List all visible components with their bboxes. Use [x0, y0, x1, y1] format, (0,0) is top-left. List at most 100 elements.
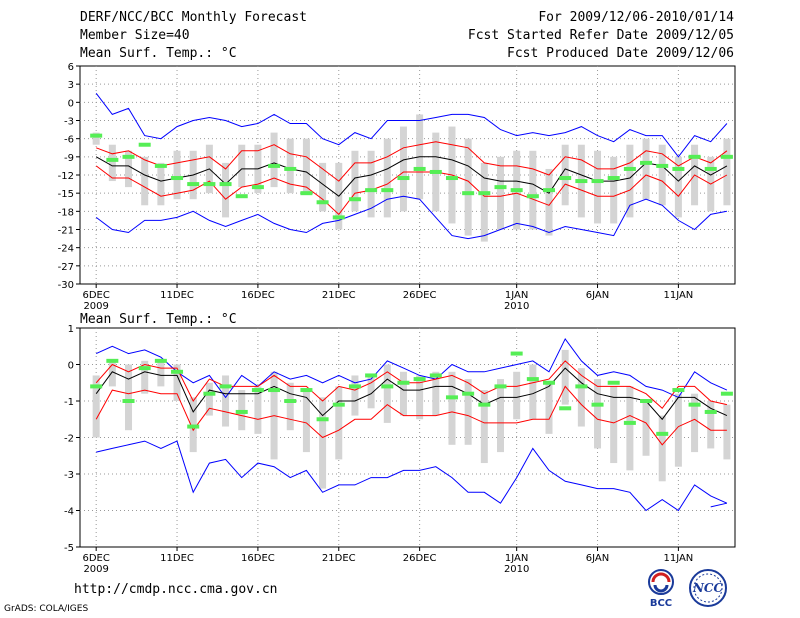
panel-2-range-box	[480, 390, 488, 464]
panel-2-obs-marker	[235, 409, 248, 414]
panel-2-obs-marker	[187, 424, 200, 429]
panel-2-range-box	[222, 375, 230, 427]
panel-2-obs-marker	[348, 384, 361, 389]
panel-2-frame	[79, 327, 736, 548]
panel-2-obs-marker	[171, 369, 184, 374]
panel-2-obs-marker	[381, 384, 394, 389]
panel-1-range-box	[383, 138, 391, 218]
panel-1-frame	[79, 65, 736, 285]
panel-2-range-box	[399, 371, 407, 416]
panel-2-xtick-year: 2009	[83, 564, 108, 575]
panel-2-obs-marker	[640, 399, 653, 403]
panel-2-range-box	[496, 379, 504, 453]
panel-2-xtick-label: 16DEC	[241, 553, 275, 564]
panel-1-obs-marker	[704, 166, 717, 171]
panel-2-obs-marker	[510, 351, 523, 356]
panel-1-range-box	[464, 138, 472, 236]
panel-2-range-box	[707, 401, 715, 449]
panel-2-obs-marker	[607, 380, 620, 385]
panel-1-obs-marker	[300, 191, 313, 196]
panel-2-obs-marker	[284, 399, 297, 403]
panel-2-range-box	[286, 382, 294, 431]
panel-1-xtick-label: 1JAN	[505, 290, 528, 301]
fcst-produced-date: Fcst Produced Date 2009/12/06	[507, 46, 734, 61]
panel-2-range-box	[594, 379, 602, 449]
panel-1-range-box	[125, 150, 133, 188]
panel-2-series-max	[95, 337, 728, 399]
panel-1-range-box	[674, 156, 682, 218]
member-size-label: Member Size=40	[80, 28, 190, 43]
panel-1-xtick-label: 16DEC	[241, 290, 275, 301]
panel-1-obs-marker	[575, 179, 588, 184]
panel-1-obs-marker	[365, 188, 378, 193]
panel-1-obs-marker	[122, 154, 135, 159]
panel-1-series-min	[95, 195, 727, 240]
panel-2-obs-marker	[122, 399, 135, 403]
panel-1-xtick-label: 11JAN	[663, 290, 693, 301]
panel-2-obs-marker	[106, 358, 119, 363]
panel-1-ytick-label: -30	[58, 280, 74, 291]
panel-2-xtick-label: 6DEC	[82, 553, 109, 564]
panel-2-obs-marker	[90, 384, 103, 389]
panel-2-obs-marker	[429, 373, 442, 378]
panel-1-xtick-year: 2009	[83, 301, 108, 312]
panel-2-range-box	[416, 375, 424, 420]
panel-1-range-box	[302, 138, 310, 194]
panel-2-xtick-label: 6JAN	[586, 553, 609, 564]
panel-1-series-mean	[95, 156, 728, 197]
panel-1-obs-marker	[559, 176, 572, 181]
panel-2-range-box	[383, 364, 391, 423]
panel-1-obs-marker	[138, 142, 151, 147]
chart-title: DERF/NCC/BCC Monthly Forecast	[80, 10, 307, 25]
panel-2-range-box	[302, 390, 310, 453]
panel-1-range-box	[626, 144, 634, 218]
panel-1-range-box	[594, 150, 602, 224]
panel-2-range-box	[513, 371, 521, 420]
panel-1-obs-marker	[672, 166, 685, 171]
panel-1-xtick-label: 11DEC	[160, 290, 194, 301]
panel-1-obs-marker	[445, 176, 458, 181]
panel-2-obs-marker	[656, 431, 669, 436]
panel-1-ytick-label: -6	[64, 135, 74, 146]
panel-2-range-box	[529, 364, 537, 420]
panel-1-obs-marker	[332, 215, 345, 220]
panel-1-obs-marker	[154, 163, 167, 168]
panel-2-range-box	[319, 397, 327, 489]
panel-1-ytick-label: 6	[68, 62, 74, 73]
panel-1-obs-marker	[607, 176, 620, 181]
panel-2-obs-marker	[478, 402, 491, 407]
panel-2-range-box	[723, 404, 731, 460]
panel-2-range-box	[92, 375, 100, 438]
panel-1-range-box	[399, 126, 407, 212]
panel-2-obs-marker	[413, 377, 426, 382]
panel-1-range-box	[270, 132, 278, 188]
panel-1-ytick-label: -24	[58, 244, 74, 255]
panel-1-series-max	[95, 92, 728, 158]
panel-1-range-box	[222, 162, 230, 218]
panel-1-obs-marker	[90, 133, 103, 138]
panel-2-xtick-year: 2010	[504, 564, 529, 575]
panel-2-obs-marker	[203, 391, 216, 396]
panel-1-obs-marker	[106, 157, 119, 162]
panel-1-obs-marker	[526, 194, 539, 199]
source-url[interactable]: http://cmdp.ncc.cma.gov.cn	[74, 582, 278, 597]
panel-1-xtick-label: 21DEC	[322, 290, 356, 301]
panel-1-ytick-label: -9	[64, 153, 74, 164]
panel-2-obs-marker	[268, 388, 281, 393]
panel-1-range-box	[286, 138, 294, 194]
panel-1-obs-marker	[187, 182, 200, 187]
panel-2-range-box	[205, 382, 213, 416]
panel-1-title: Mean Surf. Temp.: °C	[80, 312, 237, 327]
panel-1-range-box	[545, 168, 553, 236]
panel-2-obs-marker	[543, 380, 556, 385]
panel-2-range-box	[561, 349, 569, 405]
panel-2-ytick-label: -4	[64, 507, 74, 518]
panel-2-range-box	[448, 371, 456, 445]
panel-1-range-box	[238, 144, 246, 188]
panel-2-range-box	[464, 379, 472, 445]
panel-1-series-upper	[96, 141, 728, 182]
panel-2-obs-marker	[445, 395, 458, 400]
forecast-period: For 2009/12/06-2010/01/14	[538, 10, 734, 25]
grads-credit: GrADS: COLA/IGES	[4, 604, 89, 614]
ncc-logo: NCC	[689, 569, 727, 607]
